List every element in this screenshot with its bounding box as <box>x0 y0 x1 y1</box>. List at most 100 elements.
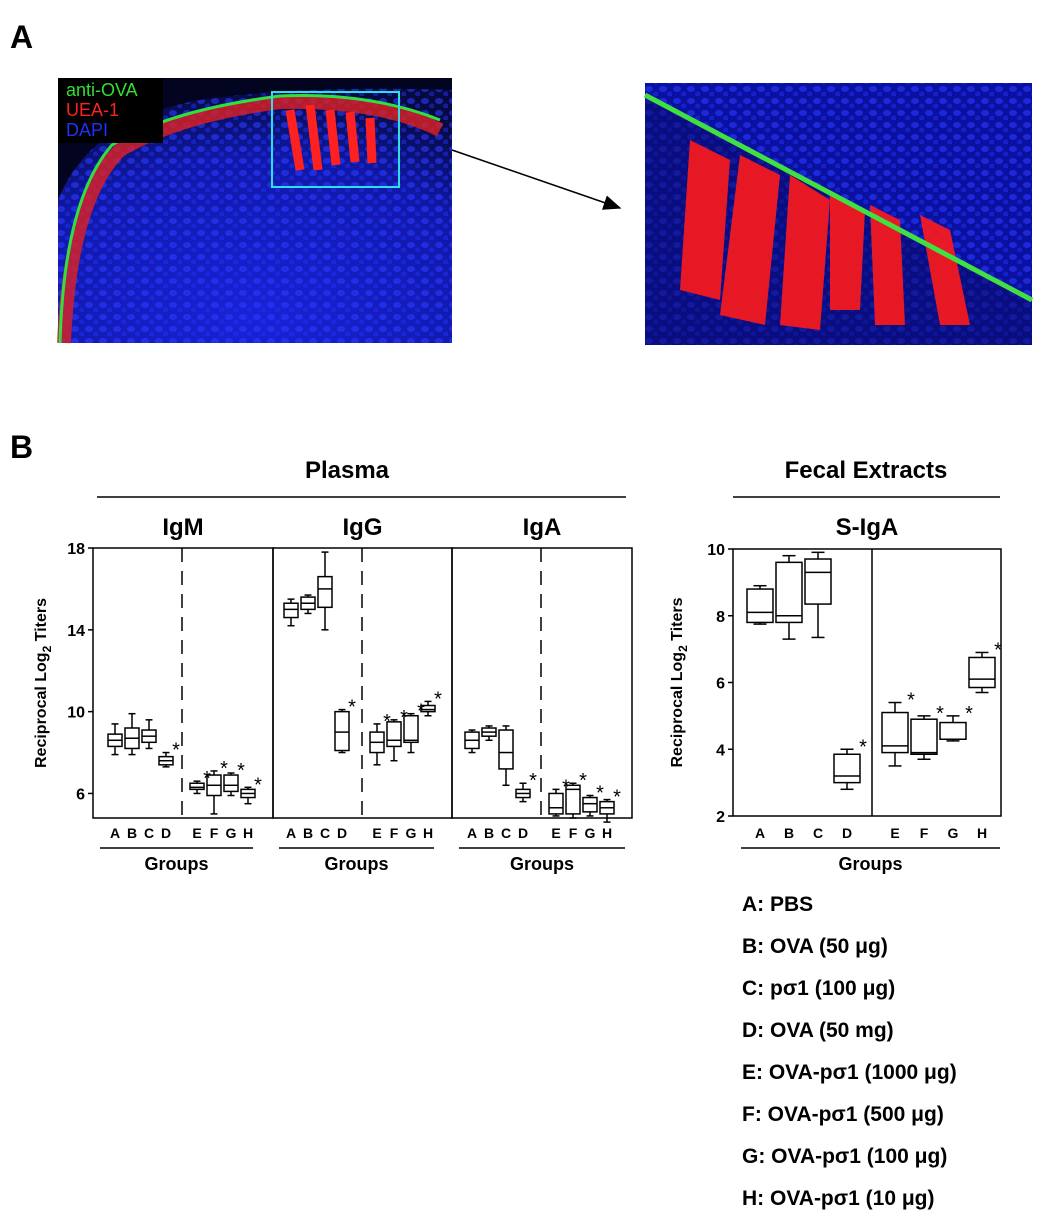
chart-title: IgG <box>343 514 383 541</box>
y-tick-label: 10 <box>67 705 85 722</box>
box <box>939 721 967 740</box>
arrow <box>451 149 622 210</box>
significance-mark: * <box>965 703 973 725</box>
box <box>833 753 861 784</box>
group-header: Plasma <box>305 457 390 484</box>
legend-item: UEA-1 <box>66 100 119 120</box>
y-tick-label: 2 <box>716 809 725 826</box>
x-axis-label: Groups <box>144 854 208 874</box>
box <box>565 784 581 815</box>
x-tick-label: A <box>110 825 120 841</box>
significance-mark: * <box>203 768 211 790</box>
y-tick-label: 6 <box>716 676 725 693</box>
x-tick-label: A <box>467 825 477 841</box>
y-axis-label-part: Reciprocal Log <box>33 652 50 768</box>
box <box>283 602 299 619</box>
legend-item: DAPI <box>66 120 108 140</box>
significance-mark: * <box>254 774 262 796</box>
group-legend-item: F: OVA-pσ1 (500 μg) <box>742 1103 944 1126</box>
x-tick-label: C <box>320 825 330 841</box>
panel-label: B <box>10 429 33 465</box>
significance-mark: * <box>434 688 442 710</box>
y-axis-label-part: 2 <box>676 645 690 652</box>
box <box>189 782 205 791</box>
x-tick-label: H <box>602 825 612 841</box>
significance-mark: * <box>936 703 944 725</box>
significance-mark: * <box>562 776 570 798</box>
significance-mark: * <box>383 711 391 733</box>
significance-mark: * <box>172 740 180 762</box>
x-tick-label: B <box>484 825 494 841</box>
legend-item: anti-OVA <box>66 80 138 100</box>
box <box>968 656 996 689</box>
y-axis-label-part: 2 <box>40 645 54 652</box>
significance-mark: * <box>613 787 621 809</box>
y-axis-label: Reciprocal Log2 Titers <box>669 597 690 767</box>
micrograph-right <box>643 83 1034 345</box>
y-tick-label: 18 <box>67 541 85 558</box>
box <box>403 714 419 744</box>
group-legend-item: B: OVA (50 μg) <box>742 935 888 958</box>
micrograph-left <box>57 78 452 344</box>
x-tick-label: D <box>518 825 528 841</box>
x-tick-label: D <box>337 825 347 841</box>
x-tick-label: H <box>423 825 433 841</box>
box <box>775 561 803 624</box>
group-legend-item: D: OVA (50 mg) <box>742 1019 894 1042</box>
x-tick-label: G <box>226 825 237 841</box>
x-tick-label: D <box>161 825 171 841</box>
x-tick-label: H <box>243 825 253 841</box>
group-legend-item: E: OVA-pσ1 (1000 μg) <box>742 1061 957 1084</box>
x-tick-label: B <box>784 825 794 841</box>
group-legend-item: A: PBS <box>742 893 813 916</box>
significance-mark: * <box>579 770 587 792</box>
x-tick-label: F <box>390 825 399 841</box>
x-tick-label: G <box>948 825 959 841</box>
significance-mark: * <box>400 707 408 729</box>
y-tick-label: 14 <box>67 623 85 640</box>
x-tick-label: G <box>406 825 417 841</box>
x-tick-label: A <box>755 825 765 841</box>
group-header: Fecal Extracts <box>785 457 948 484</box>
chart-title: IgA <box>523 514 562 541</box>
plot-frame <box>451 547 633 819</box>
group-legend-item: H: OVA-pσ1 (10 μg) <box>742 1187 935 1210</box>
x-axis-label: Groups <box>324 854 388 874</box>
y-axis-label-part: Reciprocal Log <box>669 652 686 768</box>
y-tick-label: 10 <box>707 542 725 559</box>
significance-mark: * <box>348 697 356 719</box>
x-tick-label: E <box>890 825 899 841</box>
box <box>317 575 333 609</box>
x-tick-label: E <box>372 825 381 841</box>
significance-mark: * <box>596 783 604 805</box>
y-tick-label: 8 <box>716 609 725 626</box>
plot-frame <box>272 547 453 819</box>
significance-mark: * <box>417 701 425 723</box>
x-tick-label: B <box>303 825 313 841</box>
x-axis-label: Groups <box>838 854 902 874</box>
significance-mark: * <box>237 760 245 782</box>
x-tick-label: F <box>210 825 219 841</box>
chart-title: S-IgA <box>836 514 899 541</box>
panel-label: A <box>10 19 33 55</box>
x-tick-label: F <box>569 825 578 841</box>
box <box>910 718 938 756</box>
y-tick-label: 6 <box>76 786 85 803</box>
box <box>420 704 436 713</box>
y-axis-label: Reciprocal Log2 Titers <box>33 598 54 768</box>
x-tick-label: E <box>551 825 560 841</box>
chart-title: IgM <box>162 514 203 541</box>
x-tick-label: C <box>501 825 511 841</box>
y-tick-label: 4 <box>716 742 725 759</box>
x-tick-label: D <box>842 825 852 841</box>
box <box>746 588 774 624</box>
y-axis-label-part: Titers <box>33 598 50 646</box>
group-legend-item: C: pσ1 (100 μg) <box>742 977 895 1000</box>
box <box>334 710 350 752</box>
box <box>498 729 514 770</box>
x-tick-label: H <box>977 825 987 841</box>
x-tick-label: E <box>192 825 201 841</box>
x-tick-label: G <box>585 825 596 841</box>
group-legend-item: G: OVA-pσ1 (100 μg) <box>742 1145 947 1168</box>
